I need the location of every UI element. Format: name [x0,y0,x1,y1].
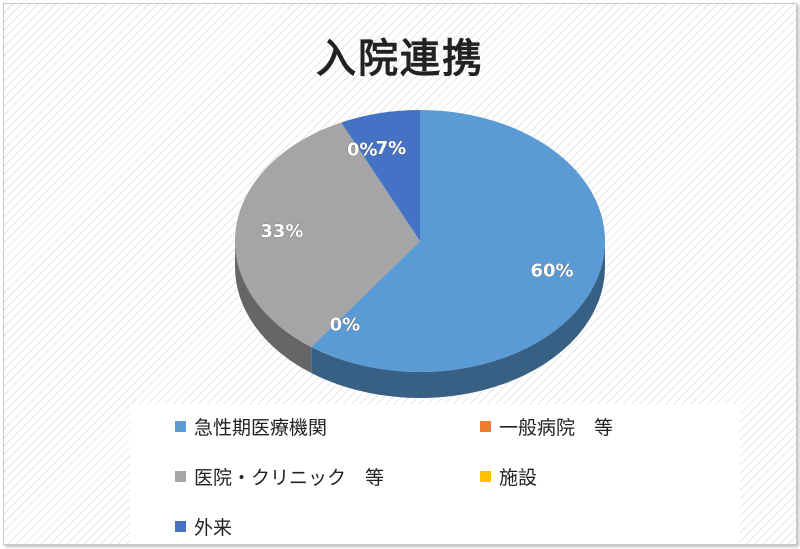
pie-slice-side-2 [235,241,312,373]
legend: 急性期医療機関 一般病院 等 医院・クリニック 等 施設 外来 [130,404,740,544]
legend-label: 急性期医療機関 [194,416,328,439]
pie-slice-0 [311,110,605,372]
legend-swatch [175,470,186,482]
legend-item-clinic: 医院・クリニック 等 [175,461,384,491]
legend-label: 一般病院 等 [499,416,614,439]
legend-swatch [175,520,186,532]
legend-label: 施設 [499,466,538,489]
pie-slices [235,110,605,372]
legend-item-general-hospital: 一般病院 等 [480,411,613,441]
pie-slice-side-0 [311,241,605,399]
data-label-3: 0% [347,140,378,161]
pie-labels: 60%0%33%0%7% [260,138,574,336]
data-label-1: 0% [330,315,361,336]
data-label-0: 60% [530,260,573,281]
legend-swatch [175,420,186,432]
data-label-4: 7% [376,138,407,159]
data-label-2: 33% [260,221,303,242]
legend-item-outpatient: 外来 [175,511,232,541]
legend-item-facility: 施設 [480,461,537,491]
pie-slice-2 [235,122,420,347]
pie-slice-4 [341,110,420,241]
pie-sides [235,241,605,399]
legend-swatch [480,470,491,482]
legend-item-acute-hospital: 急性期医療機関 [175,411,327,441]
legend-label: 医院・クリニック 等 [194,466,385,489]
chart-title: 入院連携 [316,36,484,82]
legend-label: 外来 [194,516,233,539]
legend-swatch [480,420,491,432]
